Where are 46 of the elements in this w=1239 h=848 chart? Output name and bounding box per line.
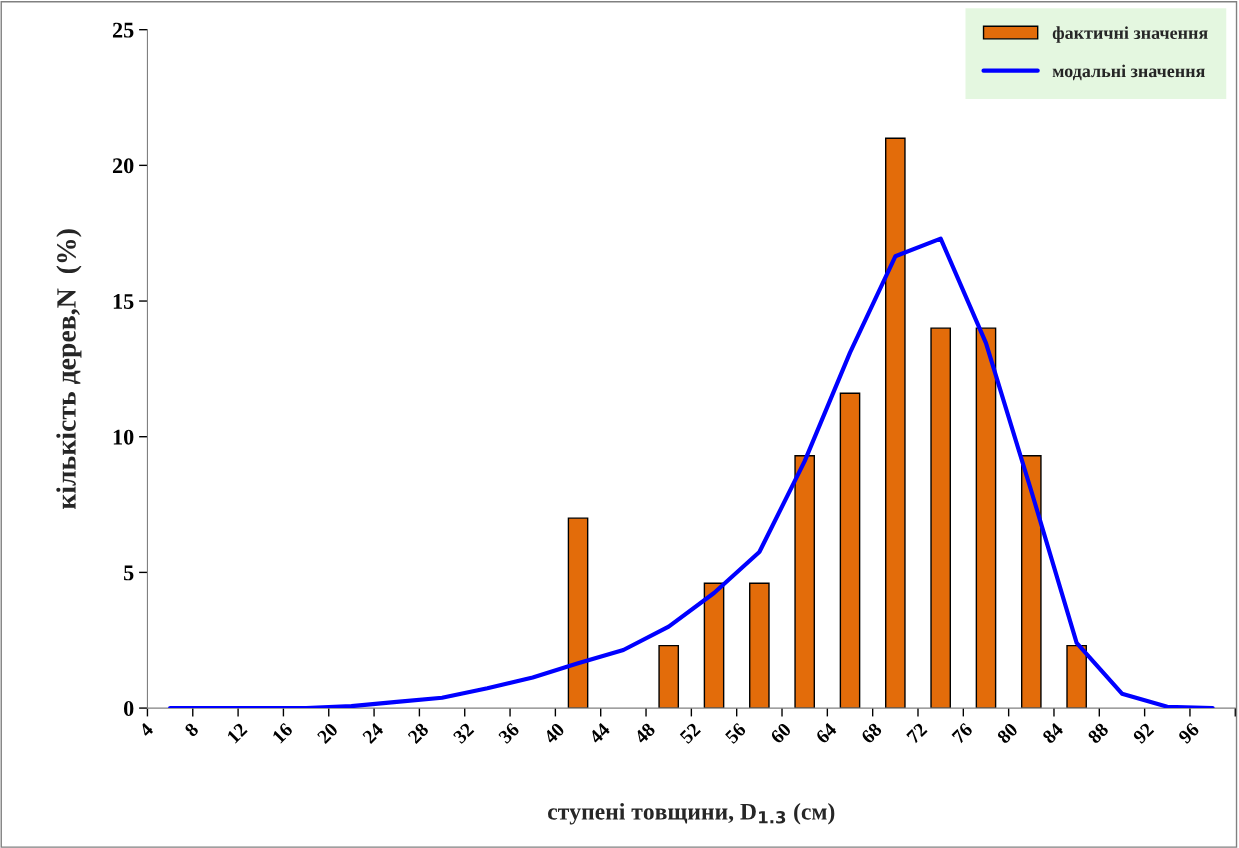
x-tick-label: 20 [316, 722, 339, 745]
bar [885, 137, 906, 709]
x-tick-label: 4 [138, 722, 154, 738]
bar [749, 582, 770, 709]
bar [794, 455, 816, 709]
y-axis-title: кількість дерев,N (%) [56, 229, 82, 510]
x-tick-label: 8 [183, 722, 200, 738]
line-series [168, 236, 1215, 709]
legend-label: фактичні значення [1052, 26, 1208, 43]
bar [1020, 455, 1042, 709]
y-tick-label: 20 [112, 158, 134, 174]
x-tick-label: 12 [226, 722, 248, 744]
bar [839, 392, 861, 709]
x-tick-label: 92 [1132, 722, 1155, 745]
x-axis-title: ступені товщини, D$_{1.3}$ (см) [548, 803, 835, 825]
x-tick-label: 56 [724, 722, 747, 745]
x-tick-label: 60 [769, 722, 792, 745]
x-tick-label: 52 [679, 722, 702, 745]
x-tick-label: 36 [497, 722, 520, 745]
bar [567, 517, 589, 709]
x-tick-label: 16 [271, 722, 294, 744]
x-tick-label: 44 [588, 722, 611, 745]
y-tick-label: 5 [124, 565, 134, 581]
x-tick-label: 68 [860, 722, 883, 745]
bar [930, 327, 951, 709]
x-tick-label: 28 [407, 722, 430, 745]
x-tick-label: 32 [452, 722, 475, 745]
x-tick-label: 84 [1041, 721, 1065, 745]
x-tick-label: 76 [951, 722, 974, 744]
x-tick-label: 64 [815, 721, 838, 745]
x-tick-label: 24 [361, 721, 384, 744]
x-tick-label: 80 [996, 722, 1019, 745]
bar [975, 327, 997, 709]
y-tick-label: 15 [113, 294, 134, 309]
x-tick-label: 48 [633, 722, 656, 745]
y-tick-label: 25 [112, 22, 134, 38]
legend-label: модальні значення [1052, 64, 1205, 81]
bar [658, 644, 680, 709]
x-tick-label: 40 [542, 722, 566, 745]
x-tick-label: 72 [906, 722, 928, 744]
y-tick-label: 10 [113, 429, 134, 445]
x-tick-label: 88 [1087, 722, 1110, 745]
x-tick-label: 96 [1177, 722, 1200, 745]
bar [1066, 644, 1087, 709]
bar [703, 582, 725, 709]
y-tick-label: 0 [123, 701, 134, 717]
